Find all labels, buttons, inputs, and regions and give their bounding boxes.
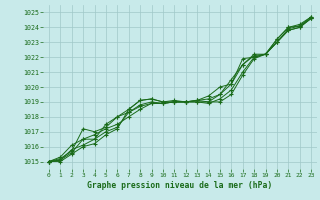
X-axis label: Graphe pression niveau de la mer (hPa): Graphe pression niveau de la mer (hPa) <box>87 181 273 190</box>
